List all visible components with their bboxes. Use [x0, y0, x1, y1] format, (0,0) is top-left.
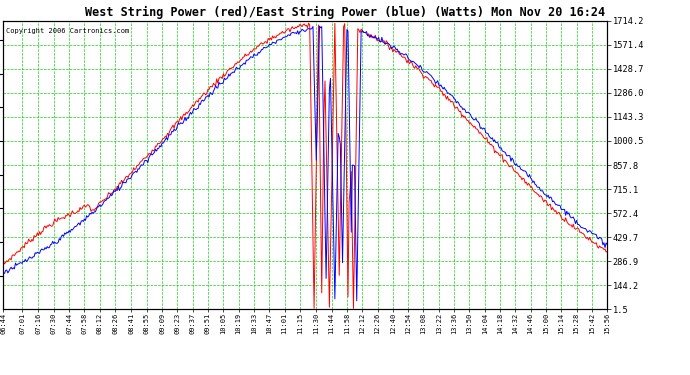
Text: Copyright 2006 Cartronics.com: Copyright 2006 Cartronics.com [6, 28, 130, 34]
Text: West String Power (red)/East String Power (blue) (Watts) Mon Nov 20 16:24: West String Power (red)/East String Powe… [85, 6, 605, 19]
